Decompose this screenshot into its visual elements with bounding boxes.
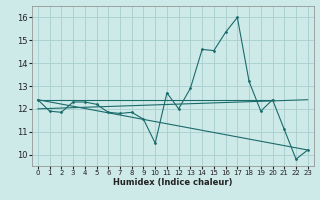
X-axis label: Humidex (Indice chaleur): Humidex (Indice chaleur) (113, 178, 233, 187)
